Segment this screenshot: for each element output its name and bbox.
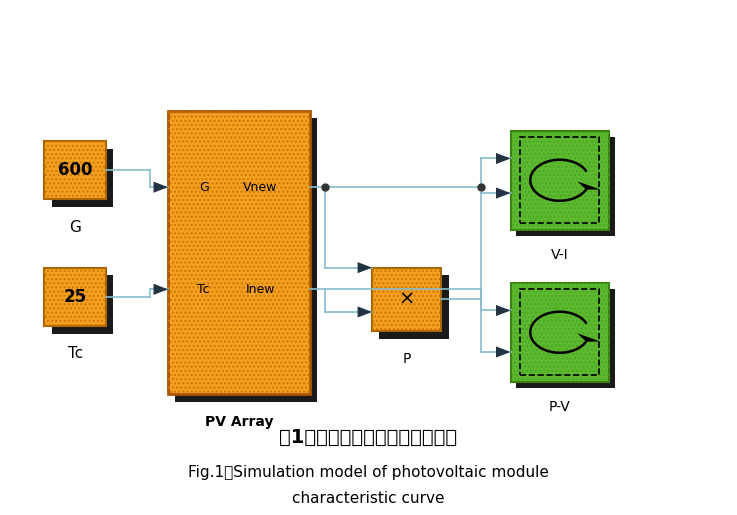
FancyBboxPatch shape	[52, 148, 113, 207]
Polygon shape	[496, 347, 511, 357]
Text: V-I: V-I	[551, 248, 568, 262]
FancyBboxPatch shape	[372, 268, 441, 331]
Text: G: G	[199, 181, 209, 194]
Text: Fig.1　Simulation model of photovoltaic module: Fig.1 Simulation model of photovoltaic m…	[188, 466, 549, 480]
FancyBboxPatch shape	[517, 289, 615, 388]
FancyBboxPatch shape	[511, 131, 609, 230]
Text: characteristic curve: characteristic curve	[293, 491, 444, 506]
Polygon shape	[496, 153, 511, 164]
FancyBboxPatch shape	[517, 137, 615, 236]
Text: G: G	[69, 219, 81, 235]
Text: P-V: P-V	[549, 400, 570, 414]
Text: 图1　光伏模块特性曲线仿真模型: 图1 光伏模块特性曲线仿真模型	[279, 428, 458, 447]
FancyBboxPatch shape	[168, 111, 310, 394]
Polygon shape	[496, 187, 511, 199]
Text: Tc: Tc	[68, 346, 83, 361]
Polygon shape	[153, 182, 168, 193]
FancyBboxPatch shape	[52, 275, 113, 334]
Text: Tc: Tc	[198, 283, 210, 296]
FancyBboxPatch shape	[511, 283, 609, 382]
Polygon shape	[153, 284, 168, 295]
Text: PV Array: PV Array	[205, 415, 273, 429]
Text: ×: ×	[399, 290, 415, 309]
Polygon shape	[577, 333, 601, 341]
FancyBboxPatch shape	[44, 141, 106, 199]
Polygon shape	[496, 305, 511, 316]
FancyBboxPatch shape	[44, 268, 106, 326]
Polygon shape	[577, 181, 601, 190]
Text: Inew: Inew	[245, 283, 275, 296]
Polygon shape	[357, 262, 372, 273]
Polygon shape	[357, 306, 372, 318]
FancyBboxPatch shape	[380, 275, 449, 338]
Text: P: P	[402, 352, 411, 366]
Text: 25: 25	[63, 288, 87, 306]
Text: 600: 600	[58, 161, 92, 179]
Text: Vnew: Vnew	[243, 181, 278, 194]
FancyBboxPatch shape	[175, 118, 318, 402]
